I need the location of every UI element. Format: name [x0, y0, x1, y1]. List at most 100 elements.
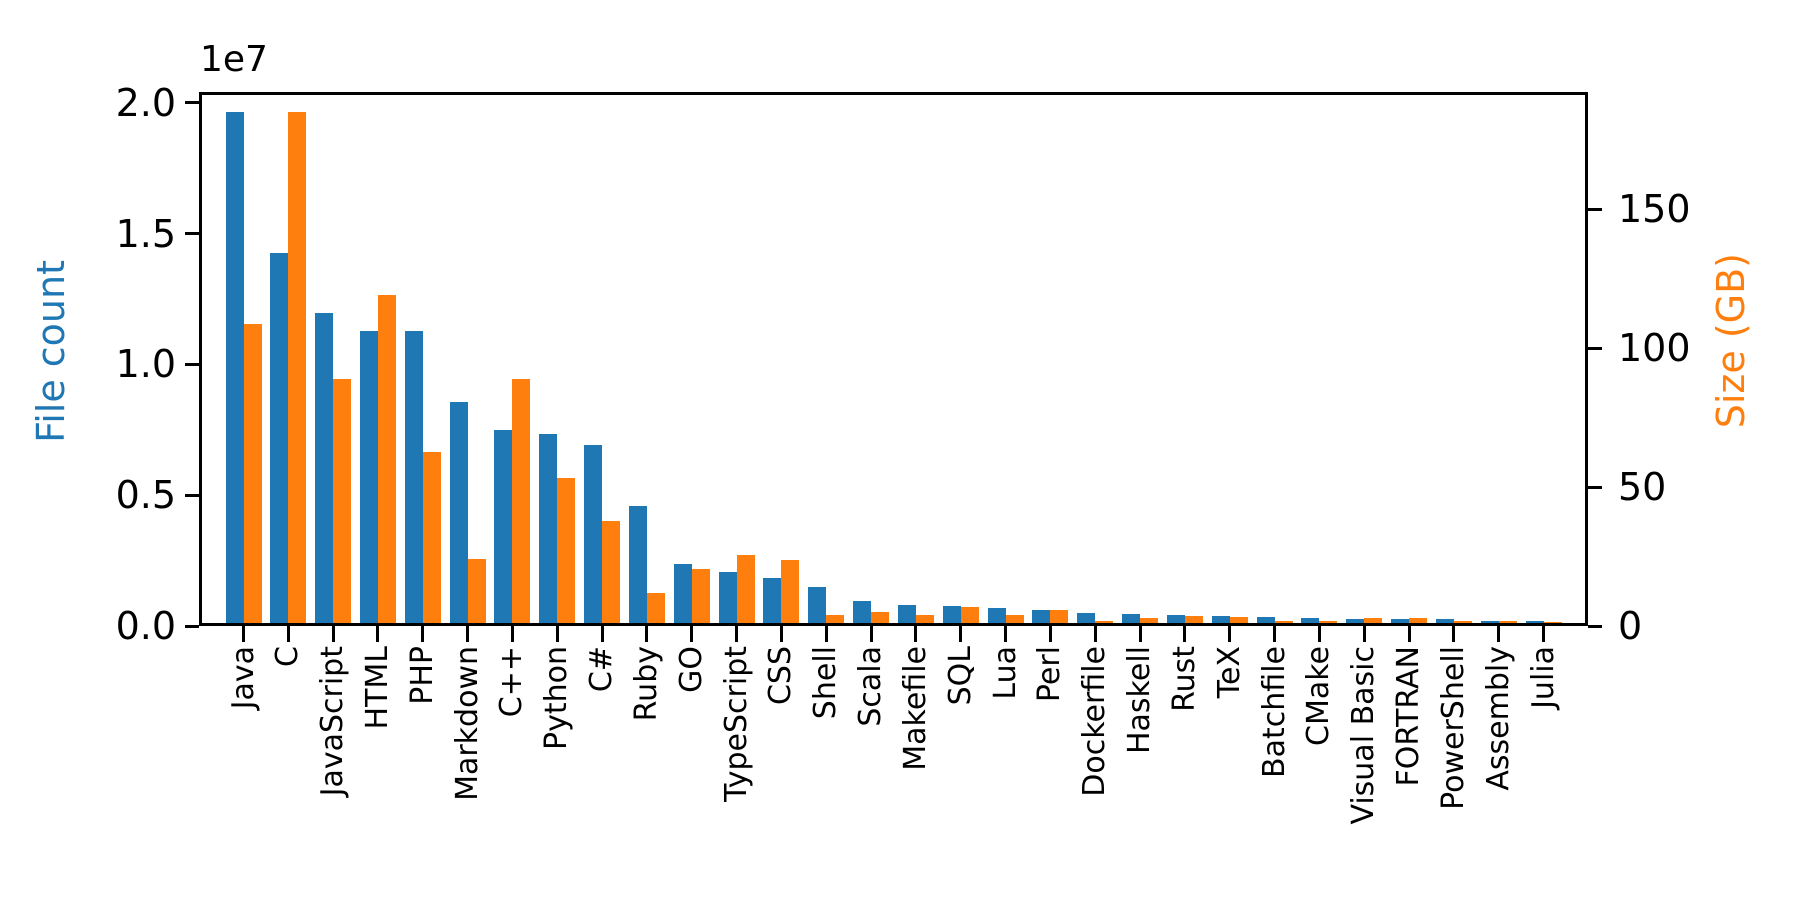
bar-shell-size-gb [826, 614, 845, 623]
left-y-tick-label-1.5: 1.5 [115, 211, 176, 256]
x-tick-label-fortran: FORTRAN [1391, 646, 1427, 787]
bar-scala-size-gb [871, 612, 890, 623]
right-y-tick-label-50: 50 [1618, 465, 1667, 509]
x-tick-label-c: C++ [494, 646, 530, 718]
bar-fortran-file-count [1391, 619, 1410, 623]
x-tick-label-javascript: JavaScript [315, 646, 351, 797]
x-tick-label-haskell: Haskell [1122, 646, 1158, 755]
bar-visual-basic-file-count [1346, 618, 1365, 623]
x-tick-assembly [1497, 626, 1501, 642]
x-tick-label-tex: TeX [1211, 646, 1247, 699]
x-tick-label-markdown: Markdown [449, 646, 485, 801]
bar-batchfile-size-gb [1274, 621, 1293, 623]
x-tick-css [779, 626, 783, 642]
left-y-tick-label-0.5: 0.5 [115, 473, 176, 518]
right-y-tick-label-0: 0 [1618, 604, 1643, 648]
x-tick-python [555, 626, 559, 642]
left-axis-title: File count [29, 260, 73, 443]
x-tick-label-batchfile: Batchfile [1256, 646, 1292, 778]
bar-php-size-gb [422, 452, 441, 623]
x-tick-c [510, 626, 514, 642]
x-tick-label-scala: Scala [853, 646, 889, 727]
bar-rust-size-gb [1184, 615, 1203, 623]
x-tick-c [600, 626, 604, 642]
bar-c-size-gb [602, 520, 621, 623]
right-axis-title: Size (GB) [1709, 253, 1753, 429]
bar-html-file-count [359, 330, 378, 623]
x-tick-visual-basic [1362, 626, 1366, 642]
x-tick-rust [1183, 626, 1187, 642]
x-tick-scala [869, 626, 873, 642]
bar-javascript-size-gb [333, 378, 352, 623]
x-tick-label-html: HTML [359, 646, 395, 730]
bar-javascript-file-count [315, 313, 334, 623]
bar-scala-file-count [853, 601, 872, 623]
x-tick-markdown [466, 626, 470, 642]
x-tick-label-powershell: PowerShell [1435, 646, 1471, 810]
bar-java-size-gb [243, 323, 262, 623]
bar-php-file-count [404, 330, 423, 623]
bar-tex-file-count [1211, 616, 1230, 623]
x-tick-shell [824, 626, 828, 642]
bar-python-size-gb [557, 478, 576, 623]
bar-ruby-file-count [628, 506, 647, 623]
x-tick-label-ruby: Ruby [628, 646, 664, 722]
x-tick-tex [1228, 626, 1232, 642]
x-tick-dockerfile [1093, 626, 1097, 642]
bar-go-file-count [673, 563, 692, 623]
x-tick-php [421, 626, 425, 642]
x-tick-haskell [1138, 626, 1142, 642]
x-tick-fortran [1407, 626, 1411, 642]
x-tick-label-php: PHP [404, 646, 440, 705]
right-y-tick-50 [1588, 485, 1602, 489]
x-tick-label-sql: SQL [942, 646, 978, 706]
x-tick-powershell [1452, 626, 1456, 642]
left-y-tick-0.5 [185, 493, 199, 497]
bar-makefile-size-gb [915, 614, 934, 623]
bar-css-file-count [763, 577, 782, 623]
x-tick-perl [1048, 626, 1052, 642]
x-tick-label-rust: Rust [1166, 646, 1202, 712]
x-tick-java [242, 626, 245, 642]
x-tick-label-dockerfile: Dockerfile [1077, 646, 1113, 797]
x-tick-ruby [645, 626, 649, 642]
bar-css-size-gb [781, 559, 800, 623]
bar-julia-size-gb [1543, 621, 1562, 623]
x-tick-label-css: CSS [763, 646, 799, 706]
x-tick-lua [1004, 626, 1008, 642]
x-tick-label-python: Python [539, 646, 575, 750]
bar-typescript-size-gb [736, 554, 755, 623]
left-y-tick-label-0.0: 0.0 [115, 604, 176, 648]
left-y-tick-label-2.0: 2.0 [115, 80, 176, 125]
plot-area [199, 92, 1588, 626]
x-tick-javascript [331, 626, 335, 642]
right-y-tick-150 [1588, 207, 1602, 211]
bar-lua-size-gb [1005, 615, 1024, 623]
x-tick-label-cmake: CMake [1301, 646, 1337, 746]
axis-offset-text: 1e7 [200, 39, 268, 80]
bar-shell-file-count [808, 586, 827, 623]
bar-go-size-gb [691, 569, 710, 623]
left-y-tick-2.0 [185, 101, 199, 105]
x-tick-go [690, 626, 694, 642]
bar-powershell-size-gb [1453, 621, 1472, 623]
x-tick-label-visual-basic: Visual Basic [1346, 646, 1382, 825]
bar-ruby-size-gb [646, 592, 665, 623]
x-tick-label-assembly: Assembly [1480, 646, 1516, 791]
right-y-tick-100 [1588, 346, 1602, 350]
x-tick-label-lua: Lua [987, 646, 1023, 700]
bar-c-file-count [494, 429, 513, 623]
bar-c-size-gb [288, 111, 307, 623]
x-tick-label-go: GO [673, 646, 709, 693]
x-tick-julia [1542, 626, 1546, 642]
x-tick-label-java: Java [225, 646, 261, 710]
x-tick-label-shell: Shell [808, 646, 844, 720]
left-y-tick-label-1.0: 1.0 [115, 342, 176, 387]
bar-sql-file-count [942, 605, 961, 623]
right-y-tick-label-100: 100 [1618, 326, 1691, 371]
bar-c-file-count [584, 444, 603, 623]
left-y-tick-1.5 [185, 232, 199, 236]
left-y-tick-0.0 [185, 624, 199, 628]
bar-visual-basic-size-gb [1364, 617, 1383, 623]
x-tick-html [376, 626, 380, 642]
